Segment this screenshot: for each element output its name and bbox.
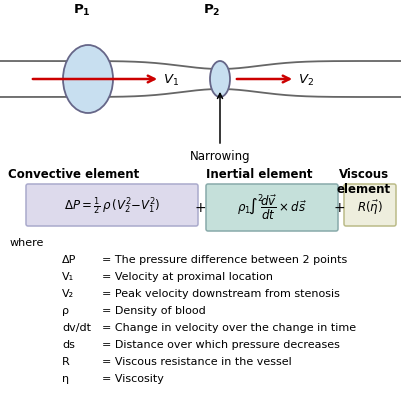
Text: $\Delta P = \frac{1}{2}\,\rho\,(V_2^2{-}V_1^2)$: $\Delta P = \frac{1}{2}\,\rho\,(V_2^2{-}… [64,195,160,216]
Text: = Viscous resistance in the vessel: = Viscous resistance in the vessel [102,356,291,366]
FancyBboxPatch shape [343,184,395,227]
Text: Convective element: Convective element [8,168,139,180]
Ellipse shape [63,46,113,114]
Text: where: where [10,237,44,247]
FancyBboxPatch shape [26,184,198,227]
Text: = Change in velocity over the change in time: = Change in velocity over the change in … [102,322,355,332]
Text: Narrowing: Narrowing [189,150,250,163]
Text: $\mathit{V}_1$: $\mathit{V}_1$ [162,72,178,88]
Text: Inertial element: Inertial element [205,168,312,180]
Text: η: η [62,373,69,383]
Text: $+$: $+$ [332,200,344,214]
Text: V₁: V₁ [62,271,74,281]
Text: ds: ds [62,339,75,349]
Text: R: R [62,356,70,366]
Text: = Peak velocity downstream from stenosis: = Peak velocity downstream from stenosis [102,288,339,298]
Text: $\mathbf{P_2}$: $\mathbf{P_2}$ [203,3,220,18]
Text: ΔP: ΔP [62,254,76,264]
Text: $\mathbf{P_1}$: $\mathbf{P_1}$ [73,3,91,18]
Text: = Viscosity: = Viscosity [102,373,164,383]
Text: dv/dt: dv/dt [62,322,91,332]
Text: = The pressure difference between 2 points: = The pressure difference between 2 poin… [102,254,346,264]
FancyBboxPatch shape [205,184,337,231]
Text: $R(\vec{\eta})$: $R(\vec{\eta})$ [356,198,382,216]
Text: $\rho_1\!\int^{\!2}\!\dfrac{d\vec{v}}{dt} \times d\vec{s}$: $\rho_1\!\int^{\!2}\!\dfrac{d\vec{v}}{dt… [237,193,306,222]
Text: = Velocity at proximal location: = Velocity at proximal location [102,271,272,281]
Text: $\mathit{V}_2$: $\mathit{V}_2$ [297,72,313,88]
Text: = Distance over which pressure decreases: = Distance over which pressure decreases [102,339,339,349]
Text: = Density of blood: = Density of blood [102,305,205,315]
Text: $+$: $+$ [193,200,206,214]
Text: ρ: ρ [62,305,69,315]
Text: V₂: V₂ [62,288,74,298]
Text: Viscous
element: Viscous element [336,168,390,196]
Ellipse shape [209,62,229,98]
